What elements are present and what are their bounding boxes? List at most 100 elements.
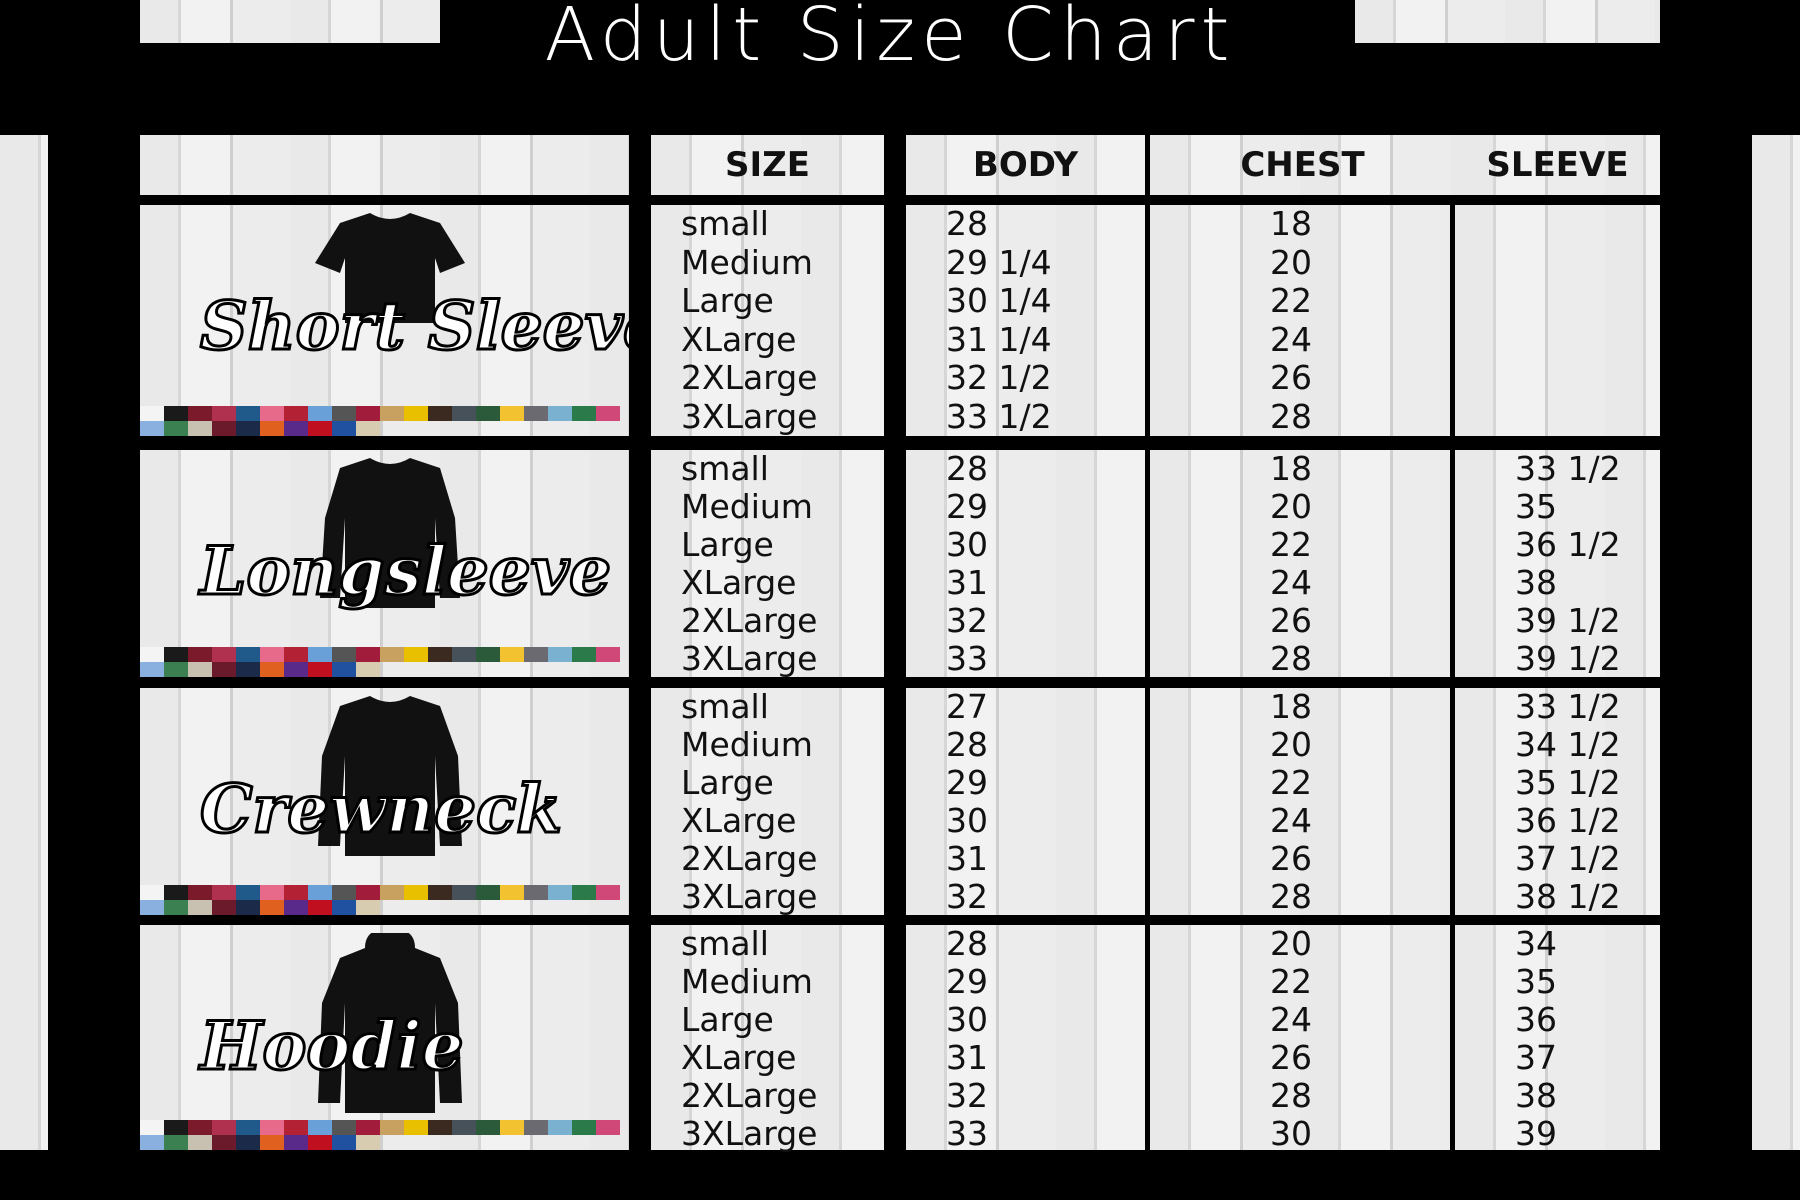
chest-value: 20 [1270, 924, 1312, 963]
color-swatch [284, 1135, 308, 1150]
chest-value: 24 [1270, 1000, 1312, 1039]
color-swatch [308, 406, 332, 421]
chest-column-long-sleeve-shirt: 18 20 22 24 26 28 [1150, 450, 1450, 678]
chest-value: 28 [1270, 1076, 1312, 1115]
color-swatches [140, 885, 629, 915]
color-swatch [212, 900, 236, 915]
color-swatch [188, 1135, 212, 1150]
size-value: 3XLarge [681, 877, 818, 916]
color-swatch [524, 1120, 548, 1135]
color-swatch [308, 900, 332, 915]
size-column-sweatshirt: small Medium Large XLarge 2XLarge 3XLarge [651, 688, 884, 916]
chest-column-sweatshirt: 18 20 22 24 26 28 [1150, 687, 1450, 916]
color-swatch [476, 885, 500, 900]
body-value: 28 [946, 924, 988, 963]
sleeve-column-sweatshirt: 33 1/2 34 1/2 35 1/2 36 1/2 37 1/2 38 1/2 [1455, 688, 1660, 916]
color-swatch [260, 1120, 284, 1135]
color-swatch [188, 662, 212, 677]
sleeve-value: 33 1/2 [1515, 449, 1621, 488]
sleeve-value: 39 1/2 [1515, 639, 1621, 678]
color-swatch [404, 647, 428, 662]
color-swatch [596, 885, 620, 900]
color-swatch [284, 662, 308, 677]
color-swatch [380, 885, 404, 900]
color-swatch [236, 900, 260, 915]
color-swatch [236, 647, 260, 662]
product-panel-long-sleeve-shirt: Longsleeve [140, 450, 629, 677]
body-value: 32 1/2 [946, 358, 1052, 398]
product-panel-sweatshirt: Crewneck [140, 688, 629, 915]
color-swatch [308, 662, 332, 677]
header-size: SIZE [651, 135, 884, 195]
color-swatch [212, 885, 236, 900]
color-swatch [500, 885, 524, 900]
color-swatch [188, 885, 212, 900]
color-swatch [356, 647, 380, 662]
color-swatch [332, 1120, 356, 1135]
color-swatch [524, 647, 548, 662]
size-value: Medium [681, 487, 813, 526]
chest-value: 20 [1270, 487, 1312, 526]
size-value: 2XLarge [681, 839, 818, 878]
size-value: Large [681, 1000, 774, 1039]
color-swatch [572, 885, 596, 900]
color-swatch [308, 647, 332, 662]
color-swatch [140, 885, 164, 900]
sleeve-column-t-shirt [1455, 205, 1660, 436]
sleeve-value: 37 [1515, 1038, 1557, 1077]
color-swatch [164, 885, 188, 900]
chest-value: 24 [1270, 319, 1312, 359]
color-swatch [164, 662, 188, 677]
color-swatch [332, 900, 356, 915]
chest-value: 22 [1270, 763, 1312, 802]
color-swatch [596, 647, 620, 662]
body-value: 31 1/4 [946, 319, 1052, 359]
color-swatch [284, 900, 308, 915]
color-swatch [236, 662, 260, 677]
size-value: 2XLarge [681, 1076, 818, 1115]
size-value: small [681, 924, 769, 963]
color-swatch [404, 885, 428, 900]
body-value: 33 [946, 1114, 988, 1153]
color-swatch [356, 662, 380, 677]
color-swatch [140, 1120, 164, 1135]
size-value: Medium [681, 962, 813, 1001]
body-value: 32 [946, 1076, 988, 1115]
long-sleeve-shirt-icon [320, 458, 460, 608]
color-swatch [452, 647, 476, 662]
color-swatch [356, 900, 380, 915]
body-value: 30 [946, 801, 988, 840]
size-value: 3XLarge [681, 639, 818, 678]
body-value: 30 [946, 525, 988, 564]
color-swatch [332, 1135, 356, 1150]
color-swatch [236, 1135, 260, 1150]
sleeve-value: 36 1/2 [1515, 525, 1621, 564]
color-swatch [404, 406, 428, 421]
color-swatch [284, 885, 308, 900]
body-value: 30 1/4 [946, 281, 1052, 321]
color-swatch [284, 406, 308, 421]
product-name: Hoodie [199, 1006, 466, 1087]
header-body: BODY [906, 135, 1145, 195]
hoodie-icon [318, 933, 462, 1113]
size-value: small [681, 449, 769, 488]
color-swatch [308, 885, 332, 900]
color-swatch [332, 406, 356, 421]
color-swatch [572, 406, 596, 421]
page-title: Adult Size Chart [544, 0, 1236, 78]
title-wood-left [140, 0, 440, 43]
size-value: Large [681, 525, 774, 564]
color-swatch [332, 885, 356, 900]
side-wood-left [0, 135, 48, 1150]
color-swatch [212, 662, 236, 677]
color-swatch [380, 647, 404, 662]
color-swatch [452, 885, 476, 900]
color-swatch [236, 421, 260, 436]
color-swatch [140, 900, 164, 915]
body-column-long-sleeve-shirt: 28 29 30 31 32 33 [906, 450, 1145, 678]
side-wood-right [1752, 135, 1800, 1150]
chest-value: 18 [1270, 687, 1312, 726]
header-chest: CHEST [1150, 135, 1455, 195]
color-swatch [140, 662, 164, 677]
color-swatches [140, 1120, 629, 1150]
